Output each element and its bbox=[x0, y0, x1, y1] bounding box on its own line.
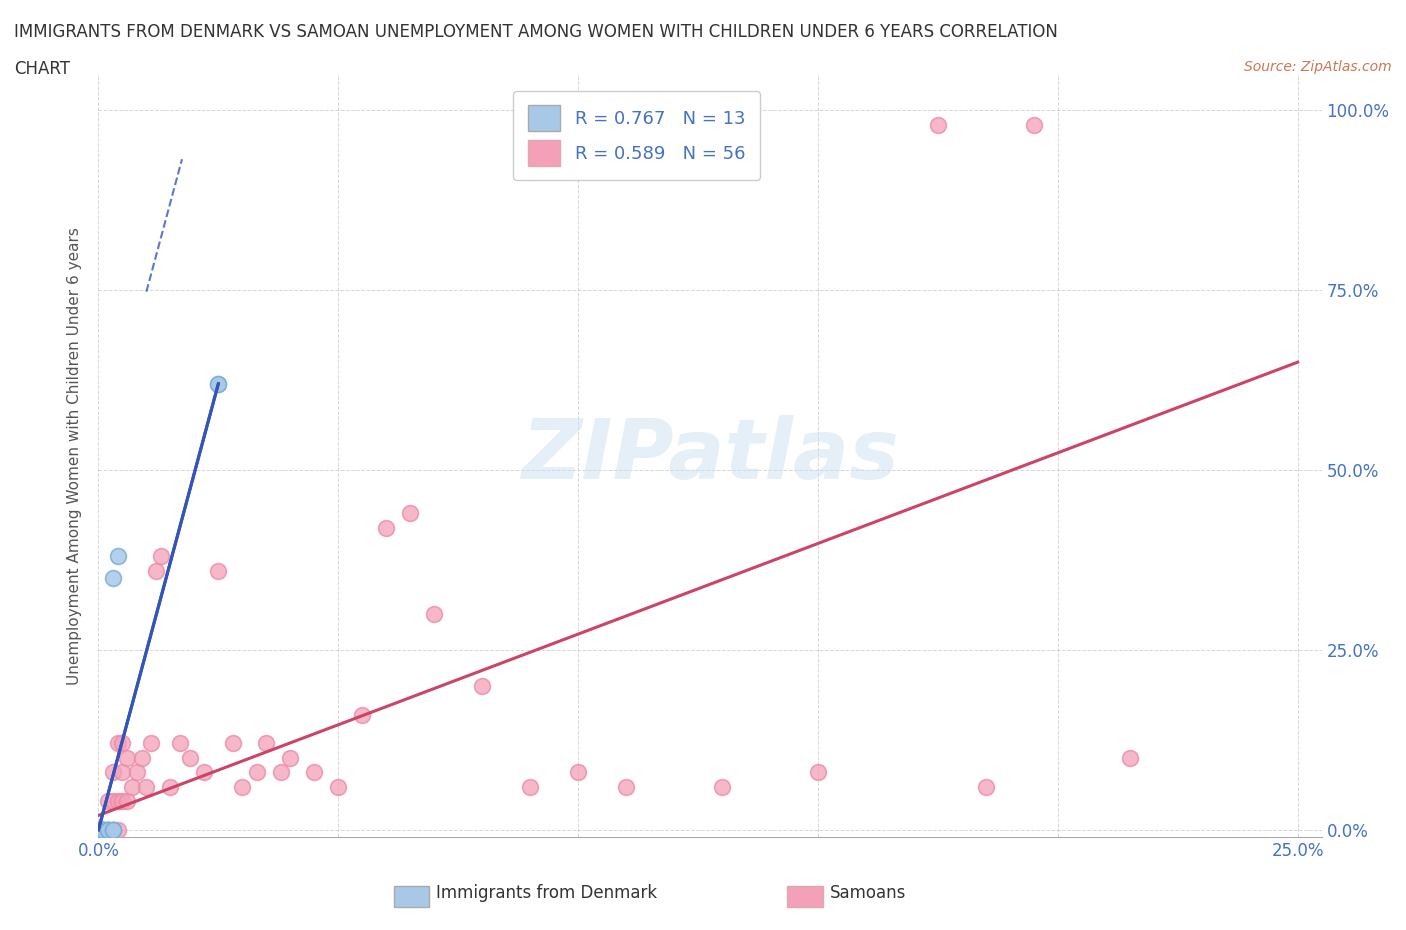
Point bbox=[207, 377, 229, 392]
Point bbox=[193, 764, 215, 779]
Point bbox=[567, 764, 589, 779]
Point bbox=[149, 549, 172, 564]
Point bbox=[101, 822, 124, 837]
Point bbox=[101, 793, 124, 808]
Point bbox=[91, 822, 114, 837]
Point bbox=[87, 822, 110, 837]
Point bbox=[270, 764, 292, 779]
Point bbox=[1119, 751, 1142, 765]
Point bbox=[91, 822, 114, 837]
Point bbox=[121, 779, 143, 794]
Point bbox=[246, 764, 269, 779]
Point bbox=[91, 822, 114, 837]
Text: Samoans: Samoans bbox=[830, 884, 905, 902]
Point bbox=[131, 751, 153, 765]
Point bbox=[101, 571, 124, 586]
Point bbox=[97, 822, 120, 837]
Point bbox=[101, 822, 124, 837]
Point bbox=[91, 822, 114, 837]
Point bbox=[471, 679, 494, 694]
Point bbox=[423, 606, 446, 621]
Text: Immigrants from Denmark: Immigrants from Denmark bbox=[436, 884, 657, 902]
Point bbox=[111, 793, 134, 808]
Point bbox=[107, 822, 129, 837]
Point bbox=[87, 822, 110, 837]
Point bbox=[135, 779, 157, 794]
Text: ZIPatlas: ZIPatlas bbox=[522, 415, 898, 497]
Point bbox=[169, 736, 191, 751]
Point bbox=[87, 822, 110, 837]
Point bbox=[141, 736, 163, 751]
Point bbox=[111, 736, 134, 751]
Point bbox=[278, 751, 301, 765]
Point bbox=[614, 779, 637, 794]
Point bbox=[97, 822, 120, 837]
Point bbox=[807, 764, 830, 779]
Point bbox=[304, 764, 326, 779]
Point bbox=[328, 779, 350, 794]
Point bbox=[91, 822, 114, 837]
Point bbox=[231, 779, 253, 794]
Text: CHART: CHART bbox=[14, 60, 70, 78]
Point bbox=[97, 822, 120, 837]
Point bbox=[352, 707, 374, 722]
Point bbox=[97, 822, 120, 837]
Text: Source: ZipAtlas.com: Source: ZipAtlas.com bbox=[1244, 60, 1392, 74]
Point bbox=[927, 117, 949, 132]
Point bbox=[974, 779, 997, 794]
Point bbox=[111, 764, 134, 779]
Point bbox=[207, 377, 229, 392]
Point bbox=[115, 793, 138, 808]
Point bbox=[87, 822, 110, 837]
Point bbox=[97, 822, 120, 837]
Point bbox=[107, 793, 129, 808]
Point bbox=[179, 751, 201, 765]
Point bbox=[115, 751, 138, 765]
Point bbox=[399, 506, 422, 521]
Text: IMMIGRANTS FROM DENMARK VS SAMOAN UNEMPLOYMENT AMONG WOMEN WITH CHILDREN UNDER 6: IMMIGRANTS FROM DENMARK VS SAMOAN UNEMPL… bbox=[14, 23, 1057, 41]
Point bbox=[145, 564, 167, 578]
Point bbox=[97, 793, 120, 808]
Point bbox=[101, 822, 124, 837]
Y-axis label: Unemployment Among Women with Children Under 6 years: Unemployment Among Women with Children U… bbox=[67, 227, 83, 684]
Point bbox=[125, 764, 148, 779]
Point bbox=[207, 564, 229, 578]
Point bbox=[101, 764, 124, 779]
Point bbox=[91, 822, 114, 837]
Point bbox=[91, 822, 114, 837]
Point bbox=[101, 822, 124, 837]
Point bbox=[107, 549, 129, 564]
Point bbox=[1022, 117, 1045, 132]
Point bbox=[97, 822, 120, 837]
Point bbox=[375, 520, 398, 535]
Point bbox=[254, 736, 277, 751]
Point bbox=[101, 822, 124, 837]
Point bbox=[159, 779, 181, 794]
Legend: R = 0.767   N = 13, R = 0.589   N = 56: R = 0.767 N = 13, R = 0.589 N = 56 bbox=[513, 91, 759, 180]
Point bbox=[222, 736, 245, 751]
Point bbox=[711, 779, 734, 794]
Point bbox=[107, 736, 129, 751]
Point bbox=[519, 779, 541, 794]
